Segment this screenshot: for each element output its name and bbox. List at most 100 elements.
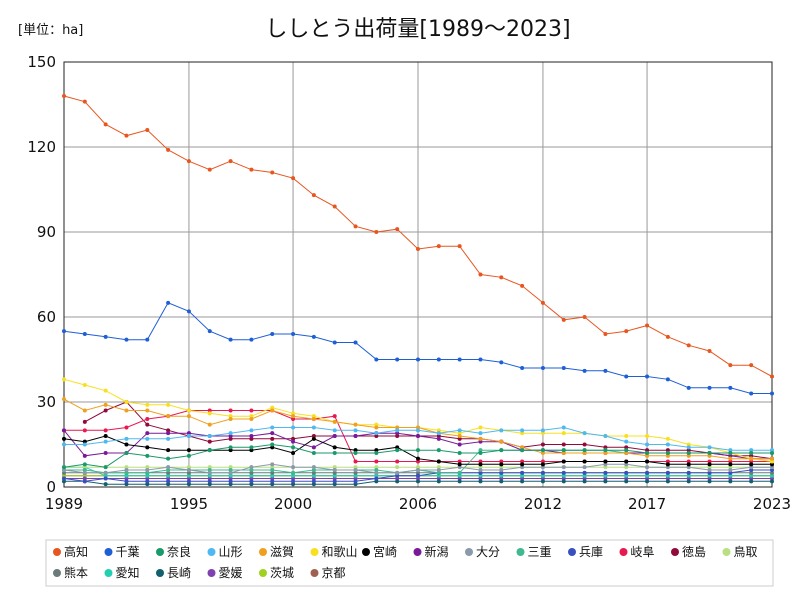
- legend-swatch: [104, 569, 113, 577]
- legend-label: 山形: [219, 545, 243, 559]
- x-tick-label: 2006: [399, 495, 437, 513]
- data-point: [728, 465, 733, 470]
- data-point: [249, 445, 254, 450]
- legend-item: 大分: [465, 545, 500, 559]
- data-point: [436, 244, 441, 249]
- data-point: [249, 414, 254, 419]
- data-point: [520, 366, 525, 370]
- data-point: [103, 465, 108, 470]
- data-point: [311, 434, 316, 438]
- data-point: [145, 422, 150, 427]
- y-tick-label: 90: [37, 223, 56, 241]
- legend-label: 奈良: [167, 544, 191, 559]
- data-point: [728, 462, 733, 467]
- data-point: [686, 453, 691, 458]
- data-point: [249, 448, 254, 453]
- series-3: [62, 425, 774, 453]
- data-point: [395, 465, 400, 470]
- data-point: [416, 465, 420, 470]
- data-point: [124, 400, 129, 404]
- data-point: [416, 459, 420, 464]
- data-point: [374, 468, 379, 472]
- data-point: [186, 453, 191, 458]
- data-point: [582, 459, 587, 464]
- data-point: [207, 329, 212, 334]
- series-2: [62, 442, 774, 470]
- data-point: [207, 411, 212, 416]
- data-point: [207, 468, 212, 472]
- data-point: [645, 451, 650, 455]
- y-tick-label: 60: [37, 308, 56, 326]
- data-point: [540, 428, 545, 433]
- data-point: [145, 417, 150, 421]
- data-point: [103, 402, 108, 407]
- unit-label: [単位：ha]: [18, 22, 83, 38]
- data-point: [749, 470, 754, 475]
- data-point: [749, 459, 754, 464]
- data-point: [249, 434, 254, 438]
- data-point: [166, 479, 171, 484]
- data-point: [249, 408, 254, 413]
- data-point: [436, 476, 441, 481]
- data-point: [374, 230, 379, 234]
- data-point: [228, 482, 233, 487]
- data-point: [166, 414, 171, 419]
- data-point: [395, 445, 400, 450]
- series-4: [62, 397, 774, 461]
- data-point: [228, 473, 233, 478]
- data-point: [749, 465, 754, 470]
- data-point: [395, 479, 400, 484]
- data-point: [749, 363, 754, 368]
- data-point: [520, 479, 525, 484]
- data-point: [707, 349, 712, 353]
- data-point: [166, 448, 171, 453]
- legend-item: 高知: [53, 544, 88, 559]
- data-point: [353, 482, 358, 487]
- data-point: [228, 434, 233, 438]
- data-point: [103, 388, 108, 393]
- data-point: [62, 476, 66, 481]
- data-point: [145, 470, 150, 475]
- data-point: [166, 456, 171, 461]
- data-point: [645, 374, 650, 379]
- data-point: [186, 482, 191, 487]
- data-point: [228, 417, 233, 421]
- data-point: [478, 476, 483, 481]
- data-point: [166, 436, 171, 441]
- data-point: [166, 468, 171, 472]
- data-point: [374, 448, 379, 453]
- data-point: [124, 436, 129, 441]
- legend-item: 徳島: [671, 544, 706, 559]
- data-point: [186, 414, 191, 419]
- data-point: [582, 470, 587, 475]
- data-point: [540, 465, 545, 470]
- data-point: [645, 470, 650, 475]
- data-point: [540, 451, 545, 455]
- data-point: [707, 453, 712, 458]
- legend-label: 徳島: [682, 544, 706, 559]
- data-point: [82, 332, 87, 336]
- data-point: [186, 465, 191, 470]
- data-point: [728, 448, 733, 453]
- data-point: [291, 445, 296, 450]
- data-point: [770, 456, 774, 461]
- data-point: [540, 300, 545, 305]
- data-point: [291, 414, 296, 419]
- data-point: [499, 468, 504, 472]
- data-point: [82, 439, 87, 444]
- legend-item: 愛媛: [207, 566, 243, 580]
- data-point: [561, 425, 566, 430]
- data-point: [665, 377, 670, 382]
- series-0: [62, 94, 774, 379]
- data-point: [395, 470, 400, 475]
- data-point: [332, 445, 337, 450]
- data-point: [166, 473, 171, 478]
- data-point: [436, 436, 441, 441]
- data-point: [436, 428, 441, 433]
- data-point: [395, 473, 400, 478]
- data-point: [436, 448, 441, 453]
- data-point: [103, 470, 108, 475]
- data-point: [332, 473, 337, 478]
- data-point: [270, 405, 275, 410]
- data-point: [270, 468, 275, 472]
